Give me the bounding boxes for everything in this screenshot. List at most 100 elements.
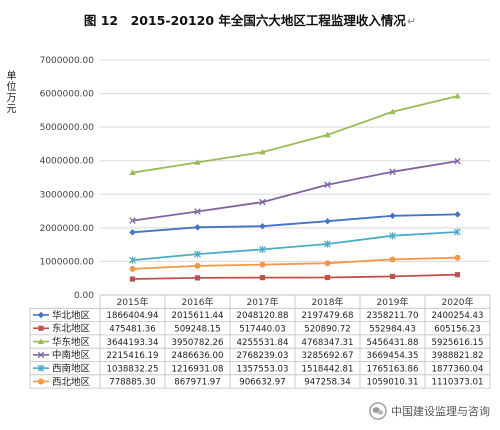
table-value: 4255531.84: [237, 338, 289, 348]
paragraph-mark-icon: ↵: [406, 15, 417, 28]
table-value: 3669454.35: [367, 351, 419, 361]
data-point: [259, 198, 266, 206]
gridlines: [100, 59, 490, 262]
watermark: 中国建设监理与咨询: [369, 402, 490, 420]
table-row: 华北地区 1866404.94 2015611.44 2048120.88 219747…: [33, 309, 483, 321]
data-point: [324, 240, 331, 248]
table-value: 3950782.26: [172, 338, 224, 348]
data-point: [259, 261, 266, 268]
table-value: 552984.43: [369, 324, 415, 334]
table-row: 中南地区 2215416.19 2486636.00 2768239.03 328569…: [33, 349, 483, 361]
table-value: 2358211.70: [367, 311, 419, 321]
data-point: [454, 157, 461, 165]
data-point: [129, 256, 136, 264]
table-value: 509248.15: [174, 324, 220, 334]
data-point: [259, 245, 266, 253]
series-line: [132, 213, 458, 234]
data-point: [454, 211, 461, 218]
series-line: [132, 273, 458, 280]
series-1: [129, 211, 461, 236]
data-point: [129, 217, 136, 224]
data-table: 2015年 2016年 2017年 2018年 2019年 2020年: [29, 294, 491, 389]
y-tick-label: 0.00: [74, 291, 94, 301]
legend-marker: [37, 351, 45, 359]
series-line: [132, 95, 458, 174]
data-point: [389, 212, 396, 220]
table-row: 西南地区 1038832.25 1216931.08 1357553.03 151844…: [33, 362, 483, 374]
data-point: [194, 275, 201, 281]
table-value: 2768239.03: [237, 351, 289, 361]
table-value: 2015611.44: [172, 311, 224, 321]
y-tick-label: 1000000.00: [40, 257, 95, 267]
y-tick-label: 3000000.00: [40, 190, 95, 200]
data-point: [129, 265, 136, 272]
table-value: 906632.97: [239, 378, 285, 388]
y-tick-label: 7000000.00: [40, 56, 95, 66]
legend-label: 华北地区: [52, 309, 91, 321]
table-value: 1110373.01: [432, 378, 484, 388]
table-value: 1059010.31: [367, 378, 419, 388]
series-line: [132, 231, 458, 261]
table-value: 520890.72: [304, 324, 350, 334]
y-axis: 0.00 1000000.00 2000000.00 3000000.00 400000…: [40, 56, 95, 301]
table-value: 3988821.82: [432, 351, 484, 361]
table-value: 2048120.88: [237, 311, 289, 321]
legend-label: 东北地区: [52, 323, 91, 335]
table-value: 5456431.88: [367, 338, 419, 348]
data-point: [324, 274, 331, 281]
data-point: [194, 262, 201, 269]
data-point: [194, 159, 201, 165]
data-point: [389, 108, 396, 115]
series-5: [129, 228, 461, 264]
table-row: 东北地区 475481.36 509248.15 517440.03 520890.72…: [33, 323, 481, 335]
y-axis-unit-label: 单位万元: [4, 70, 15, 114]
table-value: 867971.97: [174, 378, 220, 388]
table-value: 2400254.43: [432, 311, 484, 321]
data-point: [454, 254, 461, 261]
y-tick-label: 2000000.00: [40, 224, 95, 234]
data-point: [324, 181, 331, 188]
table-value: 1038832.25: [107, 364, 159, 374]
table-value: 605156.23: [434, 324, 480, 334]
table-value: 1765163.86: [367, 364, 419, 374]
watermark-text: 中国建设监理与咨询: [391, 405, 490, 418]
table-value: 5925616.15: [432, 338, 484, 348]
table-value: 517440.03: [239, 324, 285, 334]
legend-marker: [38, 325, 44, 331]
table-value: 3644193.34: [107, 338, 159, 348]
x-tick-label: 2015年: [117, 296, 149, 308]
table-value: 1866404.94: [107, 311, 159, 321]
series-3: [129, 92, 461, 176]
table-value: 1216931.08: [172, 364, 224, 374]
legend-label: 西北地区: [52, 376, 91, 388]
table-value: 1877360.04: [432, 364, 484, 374]
data-point: [454, 228, 461, 236]
data-point: [259, 275, 266, 281]
data-point: [324, 260, 331, 267]
data-point: [454, 92, 461, 99]
chart-title-text: 图 12 2015-20120 年全国六大地区工程监理收入情况: [83, 13, 406, 28]
x-tick-label: 2019年: [377, 296, 409, 308]
data-point: [389, 273, 396, 280]
legend-marker: [37, 311, 45, 319]
y-tick-label: 6000000.00: [40, 90, 95, 100]
legend-label: 华东地区: [52, 336, 91, 348]
y-tick-label: 5000000.00: [40, 123, 95, 133]
table-value: 3285692.67: [302, 351, 354, 361]
x-tick-label: 2018年: [312, 296, 344, 308]
data-point: [259, 148, 266, 155]
data-point: [194, 208, 201, 215]
x-tick-label: 2020年: [442, 296, 474, 308]
legend-label: 西南地区: [52, 362, 91, 374]
data-point: [129, 169, 136, 176]
table-value: 778885.30: [109, 378, 155, 388]
data-point: [389, 256, 396, 263]
legend-marker: [38, 378, 44, 385]
table-value: 1518442.81: [302, 364, 354, 374]
data-point: [454, 272, 461, 278]
series-line: [132, 160, 458, 222]
table-value: 4768347.31: [302, 338, 354, 348]
series-2: [129, 272, 461, 282]
table-value: 2486636.00: [172, 351, 224, 361]
